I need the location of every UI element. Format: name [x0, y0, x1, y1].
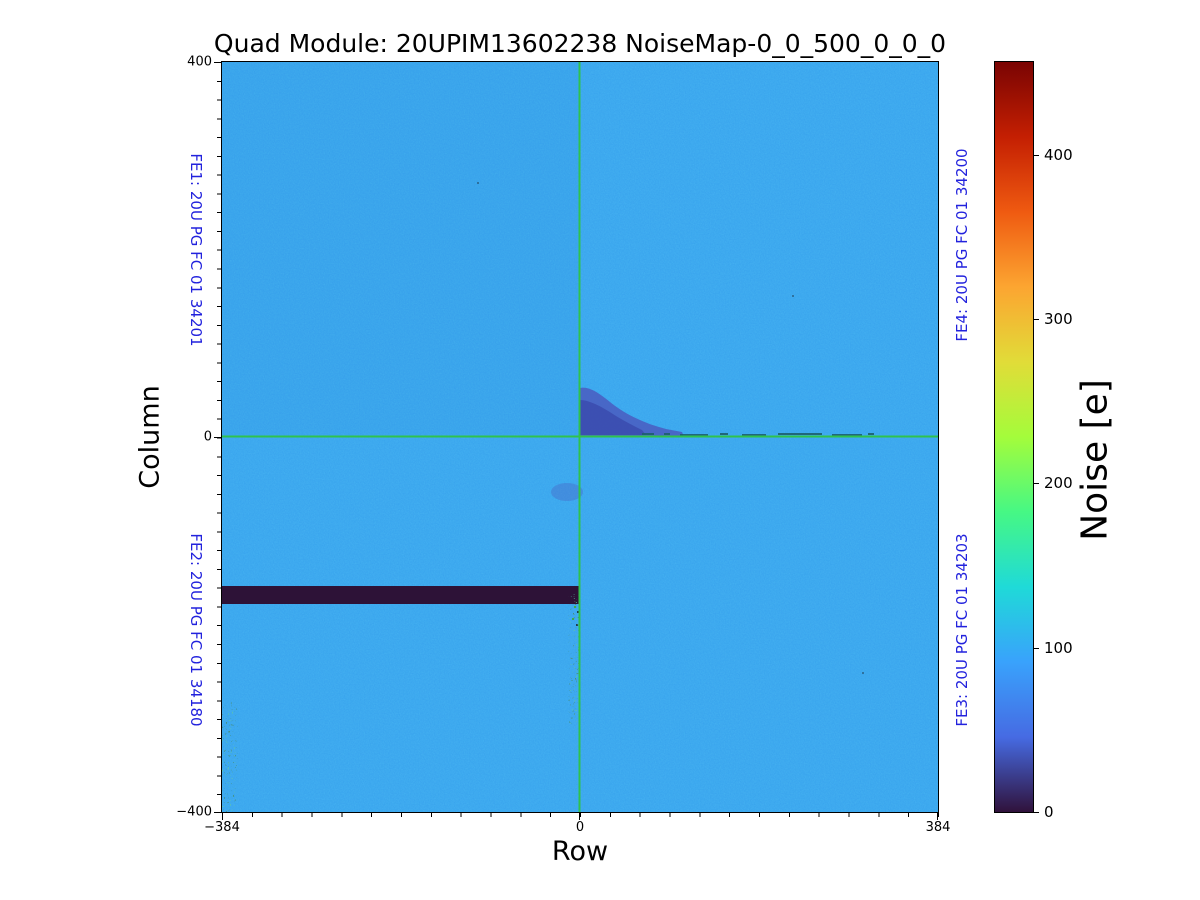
- x-tick-label: 0: [575, 820, 585, 835]
- fe4-chip-label: FE4: 20U PG FC 01 34200: [953, 148, 971, 342]
- x-axis-major-tick: [937, 813, 938, 820]
- y-axis-major-tick: [214, 62, 221, 63]
- colorbar-tick: [1034, 812, 1039, 813]
- colorbar-tick-label: 400: [1044, 146, 1073, 164]
- y-axis-major-tick: [214, 812, 221, 813]
- colorbar-tick-label: 200: [1044, 474, 1073, 492]
- x-axis-major-tick: [222, 813, 223, 820]
- low-noise-blob-core: [580, 400, 646, 435]
- heatmap-image: [222, 62, 938, 812]
- y-axis-major-tick: [214, 437, 221, 438]
- trail-speckles-green: [570, 607, 579, 715]
- colorbar-tick-label: 100: [1044, 639, 1073, 657]
- stray-outlier-pixels: [477, 182, 864, 674]
- low-noise-smudge-left: [551, 483, 583, 501]
- colorbar: [994, 61, 1034, 813]
- x-axis-major-tick: [579, 813, 580, 820]
- colorbar-tick: [1034, 648, 1039, 649]
- colorbar-tick-label: 0: [1044, 803, 1054, 821]
- fe2-chip-label: FE2: 20U PG FC 01 34180: [187, 533, 205, 727]
- x-tick-label: 384: [925, 820, 951, 835]
- seam-outlier-dashes: [642, 433, 874, 436]
- colorbar-axis-label: Noise [e]: [1074, 379, 1116, 541]
- y-tick-label: 400: [187, 54, 212, 70]
- colorbar-tick-label: 300: [1044, 310, 1073, 328]
- y-tick-label: 0: [203, 429, 212, 445]
- y-tick-label: −400: [176, 804, 212, 820]
- fe1-quadrant-tint: [222, 62, 579, 436]
- chip-boundary-horizontal-line: [222, 435, 938, 438]
- colorbar-tick: [1034, 483, 1039, 484]
- colorbar-tick: [1034, 155, 1039, 156]
- plot-title: Quad Module: 20UPIM13602238 NoiseMap-0_0…: [213, 29, 947, 58]
- fe1-chip-label: FE1: 20U PG FC 01 34201: [187, 153, 205, 347]
- y-axis-label: Column: [134, 385, 166, 489]
- fe3-chip-label: FE3: 20U PG FC 01 34203: [953, 533, 971, 727]
- x-axis-label: Row: [551, 836, 609, 867]
- x-tick-label: −384: [204, 820, 240, 835]
- x-axis-minor-ticks: [222, 813, 939, 817]
- colorbar-tick: [1034, 319, 1039, 320]
- edge-speckles-green: [222, 717, 234, 812]
- heatmap-plot-area: [221, 61, 939, 813]
- zero-noise-band: [222, 586, 579, 604]
